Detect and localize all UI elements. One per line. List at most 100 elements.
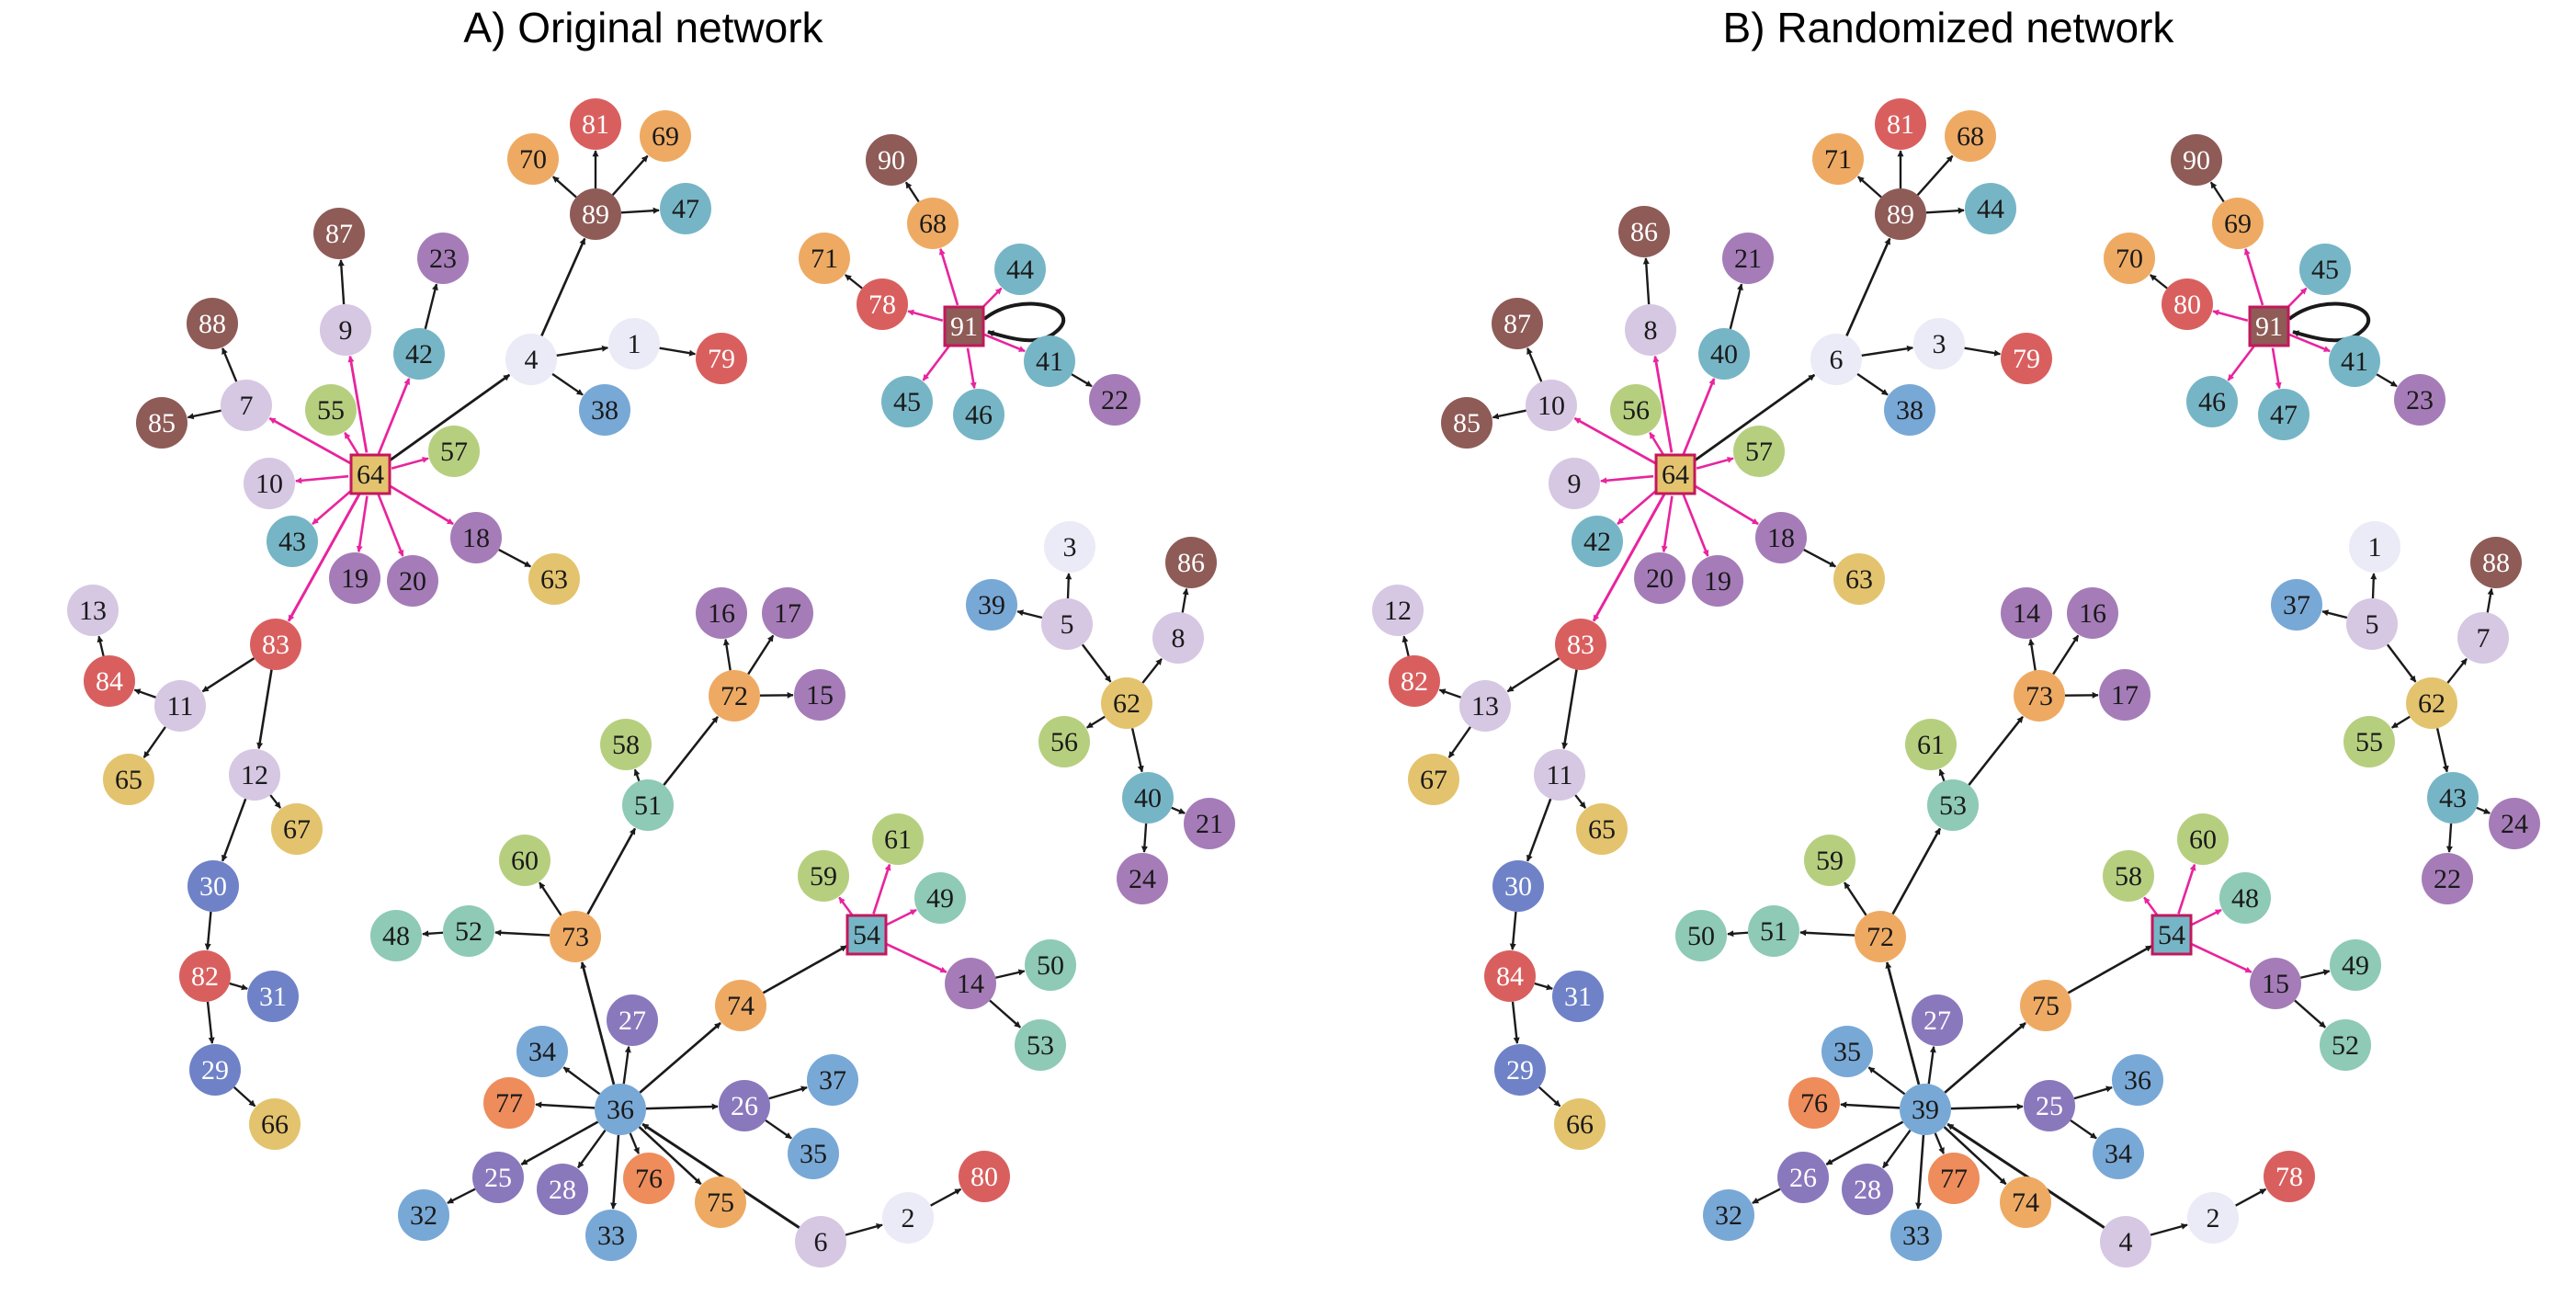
node-79: 79 — [696, 333, 747, 384]
node-label: 71 — [1824, 144, 1852, 175]
edge-25-to-36 — [2074, 1087, 2112, 1098]
node-16: 16 — [696, 587, 747, 639]
node-30: 30 — [1492, 860, 1544, 912]
node-17: 17 — [762, 587, 813, 639]
node-label: 30 — [1504, 871, 1532, 902]
node-31: 31 — [1552, 971, 1604, 1022]
edge-72-to-16 — [725, 640, 730, 671]
node-label: 82 — [191, 961, 219, 992]
node-label: 5 — [1061, 609, 1074, 640]
node-label: 61 — [1917, 730, 1945, 760]
node-80: 80 — [959, 1151, 1010, 1202]
node-53: 53 — [1015, 1019, 1066, 1071]
edge-89-to-47 — [621, 210, 659, 213]
node-82: 82 — [179, 950, 231, 1002]
node-58: 58 — [2103, 850, 2154, 902]
node-label: 88 — [2482, 548, 2510, 578]
node-label: 66 — [1566, 1109, 1594, 1140]
edge-64-to-20 — [1663, 496, 1672, 552]
edge-53-to-73 — [1969, 717, 2023, 785]
node-9: 9 — [320, 304, 371, 356]
edge-51-to-50 — [1728, 933, 1748, 934]
node-60: 60 — [499, 835, 550, 886]
node-label: 76 — [1800, 1088, 1828, 1119]
node-label: 50 — [1687, 921, 1715, 951]
node-24: 24 — [1117, 853, 1168, 904]
node-64: 64 — [351, 455, 390, 494]
node-61: 61 — [872, 813, 924, 865]
edge-52-to-48 — [423, 933, 443, 934]
edge-11-to-65 — [1575, 795, 1585, 808]
node-label: 7 — [2477, 623, 2491, 654]
node-label: 78 — [2275, 1162, 2303, 1192]
node-label: 75 — [707, 1188, 734, 1218]
node-label: 20 — [399, 566, 426, 597]
edge-83-to-12 — [259, 670, 272, 749]
edge-51-to-58 — [635, 769, 640, 780]
node-label: 72 — [1867, 922, 1894, 952]
node-label: 62 — [2418, 688, 2445, 719]
node-label: 9 — [339, 315, 353, 346]
node-72: 72 — [1855, 911, 1906, 962]
node-label: 40 — [1134, 783, 1162, 813]
node-label: 21 — [1734, 244, 1762, 274]
edge-54-to-15 — [2192, 944, 2252, 972]
edge-83-to-11 — [202, 658, 254, 691]
node-label: 54 — [2158, 920, 2185, 950]
edge-89-to-68 — [1918, 156, 1953, 196]
node-label: 63 — [1845, 564, 1873, 595]
edge-43-to-24 — [2477, 808, 2490, 813]
edge-64-to-42 — [1617, 489, 1659, 524]
node-label: 18 — [1767, 523, 1795, 553]
node-88: 88 — [2470, 537, 2522, 588]
edge-91-to-47 — [2273, 348, 2279, 389]
edge-54-to-49 — [886, 910, 916, 925]
edge-25-to-34 — [2071, 1120, 2096, 1139]
node-label: 8 — [1644, 315, 1658, 346]
node-50: 50 — [1675, 910, 1727, 961]
edge-30-to-84 — [1513, 912, 1516, 949]
node-56: 56 — [1610, 384, 1662, 436]
node-84: 84 — [1484, 950, 1536, 1002]
node-label: 65 — [1588, 814, 1616, 845]
node-64: 64 — [1656, 455, 1695, 494]
node-27: 27 — [1912, 994, 1963, 1046]
node-label: 77 — [495, 1088, 523, 1119]
edge-4-to-89 — [541, 239, 584, 336]
node-1: 1 — [2349, 521, 2400, 573]
edge-26-to-32 — [1753, 1189, 1780, 1203]
edge-64-to-20 — [379, 494, 403, 556]
node-51: 51 — [1748, 905, 1799, 957]
node-43: 43 — [267, 516, 318, 567]
edge-39-to-77 — [1935, 1133, 1944, 1154]
node-9: 9 — [1549, 458, 1600, 509]
edge-39-to-28 — [1883, 1131, 1911, 1168]
node-label: 81 — [582, 109, 609, 140]
node-6: 6 — [1810, 334, 1862, 385]
node-75: 75 — [695, 1176, 746, 1228]
node-32: 32 — [398, 1189, 449, 1241]
node-label: 79 — [708, 344, 735, 374]
node-87: 87 — [1492, 298, 1543, 349]
node-label: 54 — [853, 920, 880, 950]
edge-11-to-84 — [134, 690, 155, 698]
node-label: 56 — [1622, 395, 1650, 426]
node-59: 59 — [798, 850, 849, 902]
edge-15-to-49 — [2300, 971, 2329, 977]
edge-64-to-43 — [312, 489, 354, 524]
node-84: 84 — [84, 655, 135, 707]
node-label: 49 — [926, 883, 954, 914]
node-label: 24 — [1129, 864, 1156, 894]
node-label: 12 — [1384, 596, 1412, 626]
node-41: 41 — [1024, 335, 1075, 387]
node-21: 21 — [1184, 798, 1235, 849]
node-label: 19 — [341, 563, 369, 594]
node-label: 89 — [582, 199, 609, 230]
node-label: 25 — [2036, 1091, 2063, 1121]
node-label: 22 — [1101, 385, 1129, 415]
edges-layer — [1404, 151, 2492, 1235]
node-79: 79 — [2001, 333, 2052, 384]
edge-36-to-34 — [563, 1067, 599, 1094]
